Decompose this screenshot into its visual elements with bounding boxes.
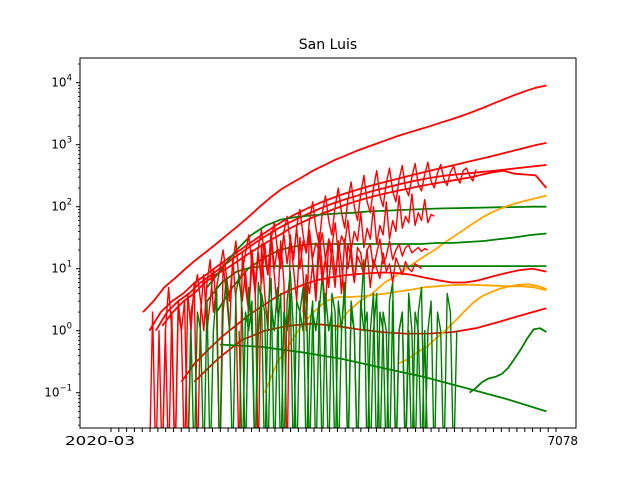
y-tick-label-1: 10−1 bbox=[44, 384, 72, 400]
series-line-15 bbox=[149, 161, 477, 428]
x-tick-label-first: 2020-03 bbox=[65, 434, 135, 448]
plot-frame bbox=[79, 57, 577, 429]
x-axis: 2020-03 7078 bbox=[65, 428, 578, 448]
series-line-5 bbox=[206, 205, 547, 288]
y-axis: 10−1 100 101 102 103 104 bbox=[44, 63, 80, 426]
chart-title: San Luis bbox=[299, 37, 357, 53]
y-tick-label-4: 102 bbox=[51, 198, 72, 214]
series-line-2 bbox=[148, 142, 547, 332]
series-line-7 bbox=[215, 232, 547, 313]
series-line-18 bbox=[188, 259, 458, 428]
series-line-12 bbox=[219, 343, 547, 413]
series-line-13 bbox=[469, 327, 547, 394]
y-tick-label-2: 100 bbox=[51, 322, 72, 338]
y-tick-label-3: 101 bbox=[51, 260, 72, 276]
series-line-19 bbox=[238, 281, 428, 428]
series-line-17 bbox=[238, 193, 435, 313]
y-tick-label-6: 104 bbox=[51, 74, 72, 90]
y-tick-label-5: 103 bbox=[51, 136, 72, 152]
series-line-1 bbox=[142, 84, 547, 313]
series-line-20 bbox=[302, 238, 422, 313]
series-line-3 bbox=[155, 164, 547, 332]
series-layer bbox=[142, 84, 548, 428]
x-tick-label-last: 7078 bbox=[547, 434, 578, 448]
